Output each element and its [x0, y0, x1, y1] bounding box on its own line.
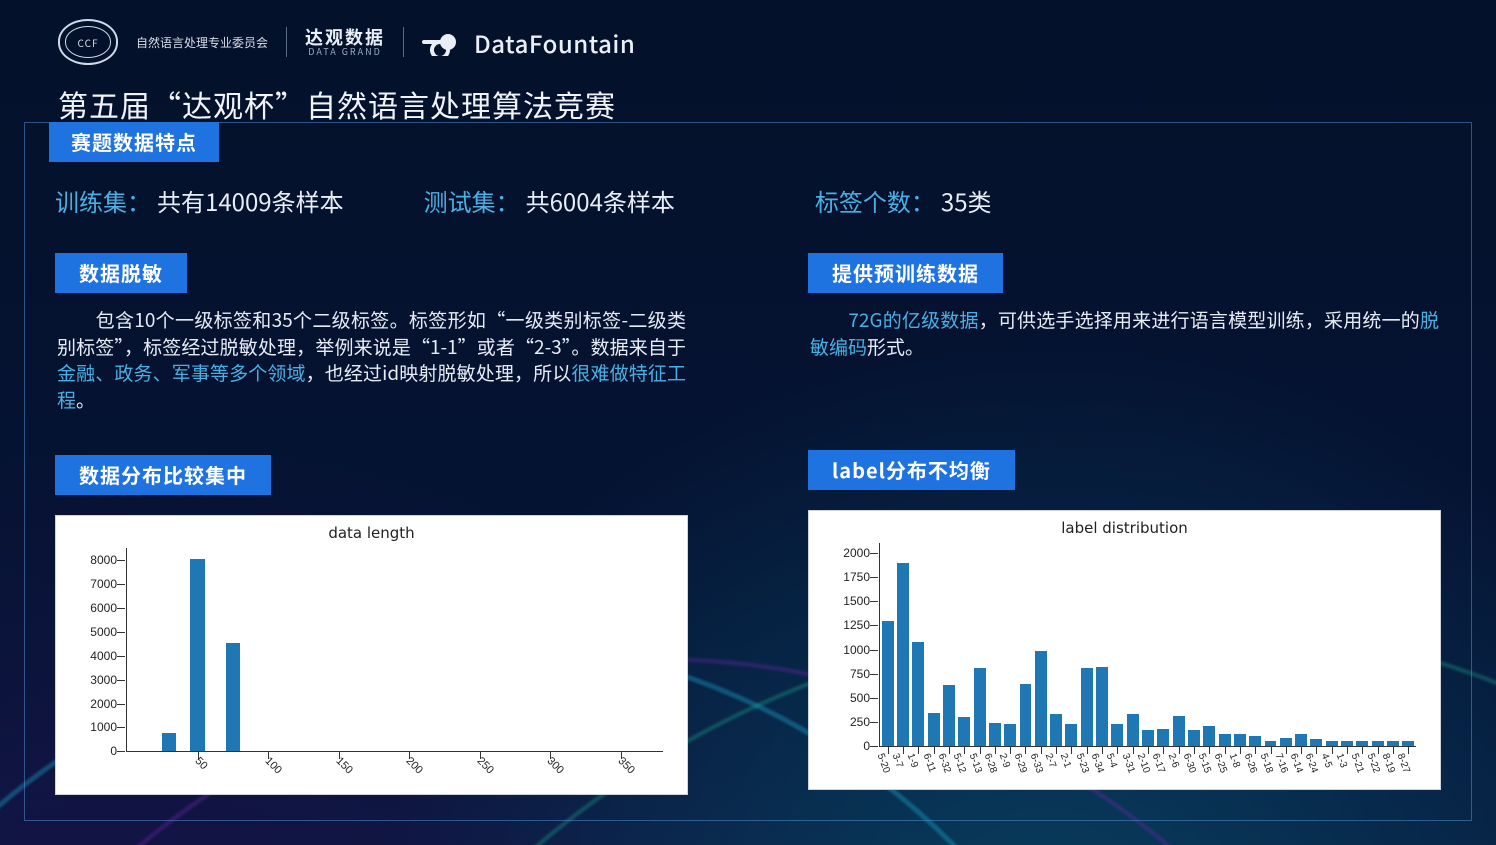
left-tag-1: 数据脱敏 — [55, 253, 187, 293]
stat-value: 共有14009条样本 — [157, 183, 344, 218]
columns: 数据脱敏 包含10个一级标签和35个二级标签。标签形如“一级类别标签-二级类别标… — [55, 253, 1441, 808]
text — [810, 306, 848, 333]
right-tag-2: label分布不均衡 — [808, 450, 1015, 490]
committee-label: 自然语言处理专业委员会 — [136, 34, 268, 51]
label-distribution-chart: label distribution 025050075010001250150… — [808, 510, 1441, 790]
ccf-logo-icon: CCF — [58, 19, 118, 65]
plot-area: 0100020003000400050006000700080005010015… — [126, 548, 663, 752]
left-tag-2: 数据分布比较集中 — [55, 455, 271, 495]
right-tag-1: 提供预训练数据 — [808, 253, 1003, 293]
right-paragraph: 72G的亿级数据，可供选手选择用来进行语言模型训练，采用统一的脱敏编码形式。 — [810, 307, 1439, 360]
right-column: 提供预训练数据 72G的亿级数据，可供选手选择用来进行语言模型训练，采用统一的脱… — [808, 253, 1441, 808]
datafountain-logo: DataFountain — [422, 25, 635, 60]
chart-title: data length — [56, 524, 687, 542]
plot-area: 0250500750100012501500175020005-203-71-9… — [879, 543, 1416, 747]
stat-test: 测试集： 共6004条样本 — [424, 183, 675, 218]
stat-label: 标签个数： — [815, 183, 935, 218]
stat-label: 测试集： — [424, 183, 520, 218]
datagrand-en: DATA GRAND — [308, 47, 382, 56]
left-paragraph: 包含10个一级标签和35个二级标签。标签形如“一级类别标签-二级类别标签”，标签… — [57, 307, 686, 413]
page-title: 第五届“达观杯”自然语言处理算法竞赛 — [58, 82, 616, 126]
top-brand-bar: CCF 自然语言处理专业委员会 达观数据 DATA GRAND DataFoun… — [58, 18, 635, 66]
separator — [286, 27, 287, 57]
datafountain-text: DataFountain — [474, 25, 635, 60]
left-column: 数据脱敏 包含10个一级标签和35个二级标签。标签形如“一级类别标签-二级类别标… — [55, 253, 688, 808]
text: ，可供选手选择用来进行语言模型训练，采用统一的 — [979, 306, 1420, 333]
chart-title: label distribution — [809, 519, 1440, 537]
separator — [403, 27, 404, 57]
stat-nlabel: 标签个数： 35类 — [815, 183, 992, 218]
datafountain-icon — [422, 28, 464, 56]
stats-row: 训练集： 共有14009条样本 测试集： 共6004条样本 标签个数： 35类 — [55, 183, 1441, 218]
content-frame: 赛题数据特点 训练集： 共有14009条样本 测试集： 共6004条样本 标签个… — [24, 122, 1472, 821]
stat-train: 训练集： 共有14009条样本 — [55, 183, 344, 218]
datagrand-cn: 达观数据 — [305, 28, 385, 47]
stat-value: 35类 — [941, 183, 992, 218]
stat-label: 训练集： — [55, 183, 151, 218]
datagrand-logo: 达观数据 DATA GRAND — [305, 28, 385, 56]
highlight-text: 金融、政务、军事等多个领域 — [57, 359, 306, 386]
text: 。 — [76, 386, 95, 413]
data-length-chart: data length 0100020003000400050006000700… — [55, 515, 688, 795]
highlight-text: 72G的亿级数据 — [848, 306, 978, 333]
section-tag: 赛题数据特点 — [49, 122, 219, 162]
text: 形式。 — [867, 333, 924, 360]
stat-value: 共6004条样本 — [526, 183, 675, 218]
text: ，也经过id映射脱敏处理，所以 — [306, 359, 572, 386]
text: 包含10个一级标签和35个二级标签。标签形如“一级类别标签-二级类别标签”，标签… — [57, 306, 686, 360]
